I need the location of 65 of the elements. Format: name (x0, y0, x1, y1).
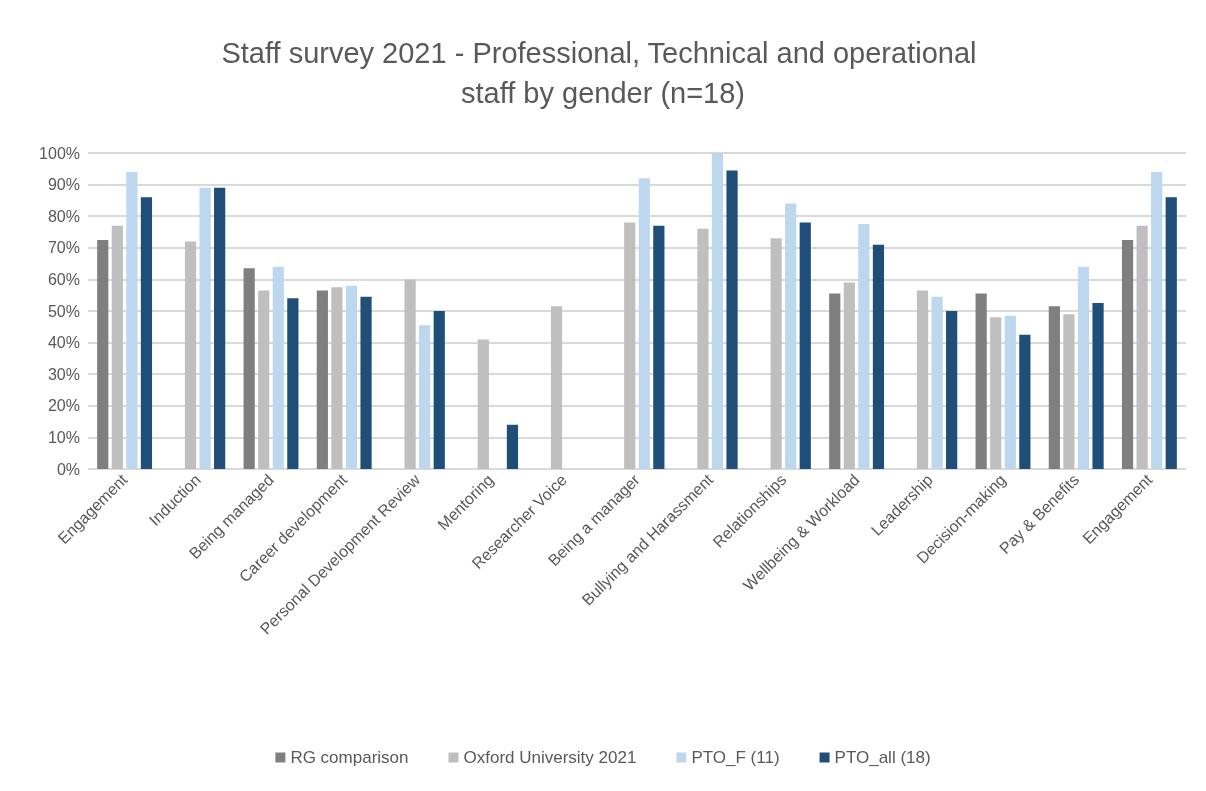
bar (916, 290, 929, 469)
bar (653, 225, 665, 469)
bar (931, 296, 943, 469)
y-tick-label: 50% (47, 302, 80, 320)
bar (419, 325, 431, 469)
bar (243, 268, 255, 469)
bar (697, 228, 709, 469)
bar (199, 187, 211, 469)
bar (1063, 314, 1075, 469)
legend-label: PTO_F (11) (691, 748, 780, 767)
bar (785, 203, 797, 469)
bar (1151, 171, 1163, 469)
bar (331, 287, 343, 469)
y-tick-label: 70% (47, 239, 80, 257)
bar (1121, 239, 1134, 469)
y-tick-label: 10% (47, 428, 80, 446)
bar (126, 171, 138, 469)
bar (726, 170, 738, 469)
bar (1004, 315, 1016, 469)
bar (1136, 225, 1148, 469)
legend-label: PTO_all (18) (834, 748, 931, 767)
y-tick-label: 20% (47, 397, 80, 415)
bar (506, 424, 519, 469)
bar (258, 290, 270, 469)
bar (433, 311, 445, 469)
bar (477, 339, 489, 469)
bar (1165, 197, 1177, 469)
bar (360, 296, 372, 469)
bar (1092, 303, 1104, 469)
bar (975, 293, 987, 469)
bar (770, 238, 782, 469)
chart-title: Staff survey 2021 - Professional, Technical and operational staff by gender (n=18) (221, 37, 985, 109)
bar (799, 222, 811, 469)
bar (287, 298, 299, 469)
bar (624, 222, 636, 469)
y-tick-label: 90% (47, 176, 80, 194)
bar (184, 241, 197, 469)
bar (214, 187, 226, 469)
bar (111, 225, 123, 469)
bar (1019, 334, 1031, 469)
legend-label: RG comparison (290, 748, 409, 767)
bar (858, 224, 870, 469)
bar (946, 311, 958, 469)
bar (1048, 306, 1060, 469)
bar (404, 279, 416, 469)
bar (272, 266, 284, 469)
y-tick-label: 100% (39, 144, 80, 162)
y-tick-label: 60% (47, 270, 80, 288)
y-tick-label: 80% (47, 207, 80, 225)
bar (97, 239, 109, 469)
bar (316, 290, 328, 469)
y-tick-label: 30% (47, 365, 80, 383)
bar (140, 197, 153, 469)
bar (345, 285, 358, 469)
bar (829, 293, 841, 469)
bar (990, 317, 1002, 469)
bar (1077, 266, 1090, 469)
y-tick-label: 0% (56, 460, 80, 478)
bar (550, 306, 563, 469)
bar (638, 178, 650, 469)
bar (872, 244, 885, 469)
y-tick-label: 40% (47, 334, 80, 352)
bar (711, 153, 724, 469)
bar (843, 282, 855, 469)
legend-label: Oxford University 2021 (463, 748, 637, 767)
